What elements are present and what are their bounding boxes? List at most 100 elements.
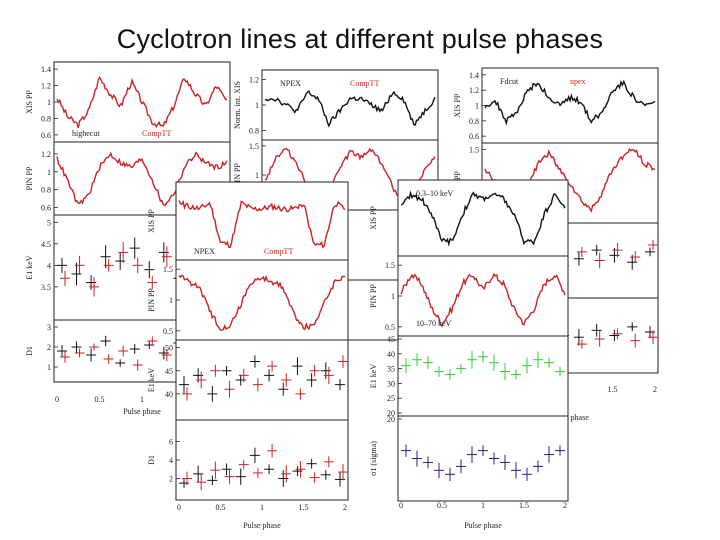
tick-label: 5 (47, 218, 51, 227)
axis-label: PIN PP (369, 284, 378, 308)
axis-label: E1 keV (147, 368, 156, 392)
tick-label: 2 (169, 475, 173, 484)
x-tick-label: 1.5 (608, 385, 618, 394)
tick-label: 1.5 (249, 142, 259, 151)
series-line (484, 79, 656, 126)
panel-frame (397, 179, 569, 257)
axis-label: D1 (147, 455, 156, 465)
panel: XIS PP NPEX CompTT (147, 181, 349, 261)
x-tick-label: 2 (653, 385, 657, 394)
tick-label: 1 (391, 292, 395, 301)
x-axis-label: Pulse phase (551, 413, 589, 422)
x-tick-label: 1 (140, 395, 144, 404)
axis-label: σ1 (sigma) (369, 441, 378, 476)
annotation: CompTT (350, 79, 379, 88)
series-line (264, 90, 436, 128)
x-tick-label: 1 (260, 503, 264, 512)
tick-label: 1.4 (469, 71, 479, 80)
tick-label: 35 (387, 365, 395, 374)
tick-label: 1.5 (385, 261, 395, 270)
tick-label: 1 (47, 98, 51, 107)
axis-label: PIN PP (25, 166, 34, 190)
panel: 45 40 35 30 25 20 E1 keV (369, 335, 569, 418)
tick-label: 30 (387, 379, 395, 388)
annotation: npex (570, 77, 586, 86)
axis-label: D1 (25, 346, 34, 356)
tick-label: 1 (255, 101, 259, 110)
annotation: Fdcut (500, 77, 519, 86)
panel-frame (397, 335, 569, 417)
tick-label: 1 (475, 102, 479, 111)
x-tick-label: 1.5 (299, 503, 309, 512)
x-tick-label: 0 (55, 395, 59, 404)
tick-label: 40 (387, 350, 395, 359)
x-axis-label: Pulse phase (123, 407, 161, 416)
tick-label: 0.8 (249, 127, 259, 136)
tick-label: 20 (387, 415, 395, 424)
tick-label: 2 (47, 343, 51, 352)
tick-label: 20 (387, 409, 395, 418)
tick-label: 0.8 (41, 114, 51, 123)
x-tick-label: 1.5 (519, 501, 529, 510)
tick-label: 1.2 (41, 82, 51, 91)
axis-label: Norm. int. XIS (233, 81, 242, 129)
tick-label: 3.5 (41, 283, 51, 292)
tick-label: 0.5 (163, 327, 173, 336)
panel: 1.5 1 0.5 PIN PP 10–70 keV (369, 255, 569, 337)
tick-label: 4.5 (41, 240, 51, 249)
annotation: CompTT (264, 247, 293, 256)
axis-label: XIS PP (453, 93, 462, 117)
x-tick-label: 2 (343, 503, 347, 512)
panel: 50 45 40 E1 keV (147, 339, 349, 421)
series-line (56, 75, 228, 129)
tick-label: 45 (387, 335, 395, 344)
annotation: NPEX (280, 79, 301, 88)
tick-label: 0.6 (469, 132, 479, 141)
slide-title: Cyclotron lines at different pulse phase… (116, 24, 604, 54)
axis-label: PIN PP (147, 288, 156, 312)
axis-label: E1 keV (369, 364, 378, 388)
x-tick-label: 2 (563, 501, 567, 510)
tick-label: 0.8 (41, 186, 51, 195)
series-line (56, 151, 228, 207)
tick-label: 6 (169, 438, 173, 447)
tick-label: 1 (255, 171, 259, 180)
tick-label: 40 (165, 390, 173, 399)
panel: 1.4 1.2 1 0.8 0.6 XIS PP Fdcut npex (453, 67, 659, 144)
tick-label: 1.2 (469, 86, 479, 95)
tick-label: 1.4 (41, 65, 51, 74)
panel-frame (175, 259, 349, 341)
tick-label: 0.8 (469, 117, 479, 126)
panel: 6 4 2 D1 (147, 419, 349, 501)
x-axis-label: Pulse phase (464, 521, 502, 530)
tick-label: 4 (47, 261, 51, 270)
tick-label: 3 (47, 323, 51, 332)
tick-label: 1 (47, 363, 51, 372)
series-line (178, 274, 345, 331)
annotation: 10–70 keV (416, 319, 452, 328)
tick-label: 1 (47, 168, 51, 177)
panel: 1.5 1 0.5 PIN PP (147, 259, 349, 341)
tick-label: 25 (387, 394, 395, 403)
tick-label: 1.2 (41, 150, 51, 159)
axis-label: XIS PP (25, 90, 34, 114)
tick-label: 50 (165, 344, 173, 353)
tick-label: 0.5 (385, 323, 395, 332)
x-axis-label: Pulse phase (243, 521, 281, 530)
axis-label: XIS PP (369, 206, 378, 230)
series-line (400, 190, 566, 247)
annotation: 0.3–10 keV (416, 189, 454, 198)
figure-5: XIS PP 0.3–10 keV 1.5 1 0.5 PIN PP 10–70 keV 45… (369, 179, 569, 530)
x-tick-label: 0.5 (437, 501, 447, 510)
annotation: NPEX (194, 247, 215, 256)
x-tick-label: 0.5 (216, 503, 226, 512)
tick-label: 45 (165, 367, 173, 376)
panel: XIS PP 0.3–10 keV (369, 179, 569, 257)
panel-frame (397, 415, 569, 502)
panel-frame (175, 419, 349, 501)
tick-label: 1 (169, 296, 173, 305)
tick-label: 0.6 (41, 131, 51, 140)
tick-label: 0.6 (41, 204, 51, 213)
